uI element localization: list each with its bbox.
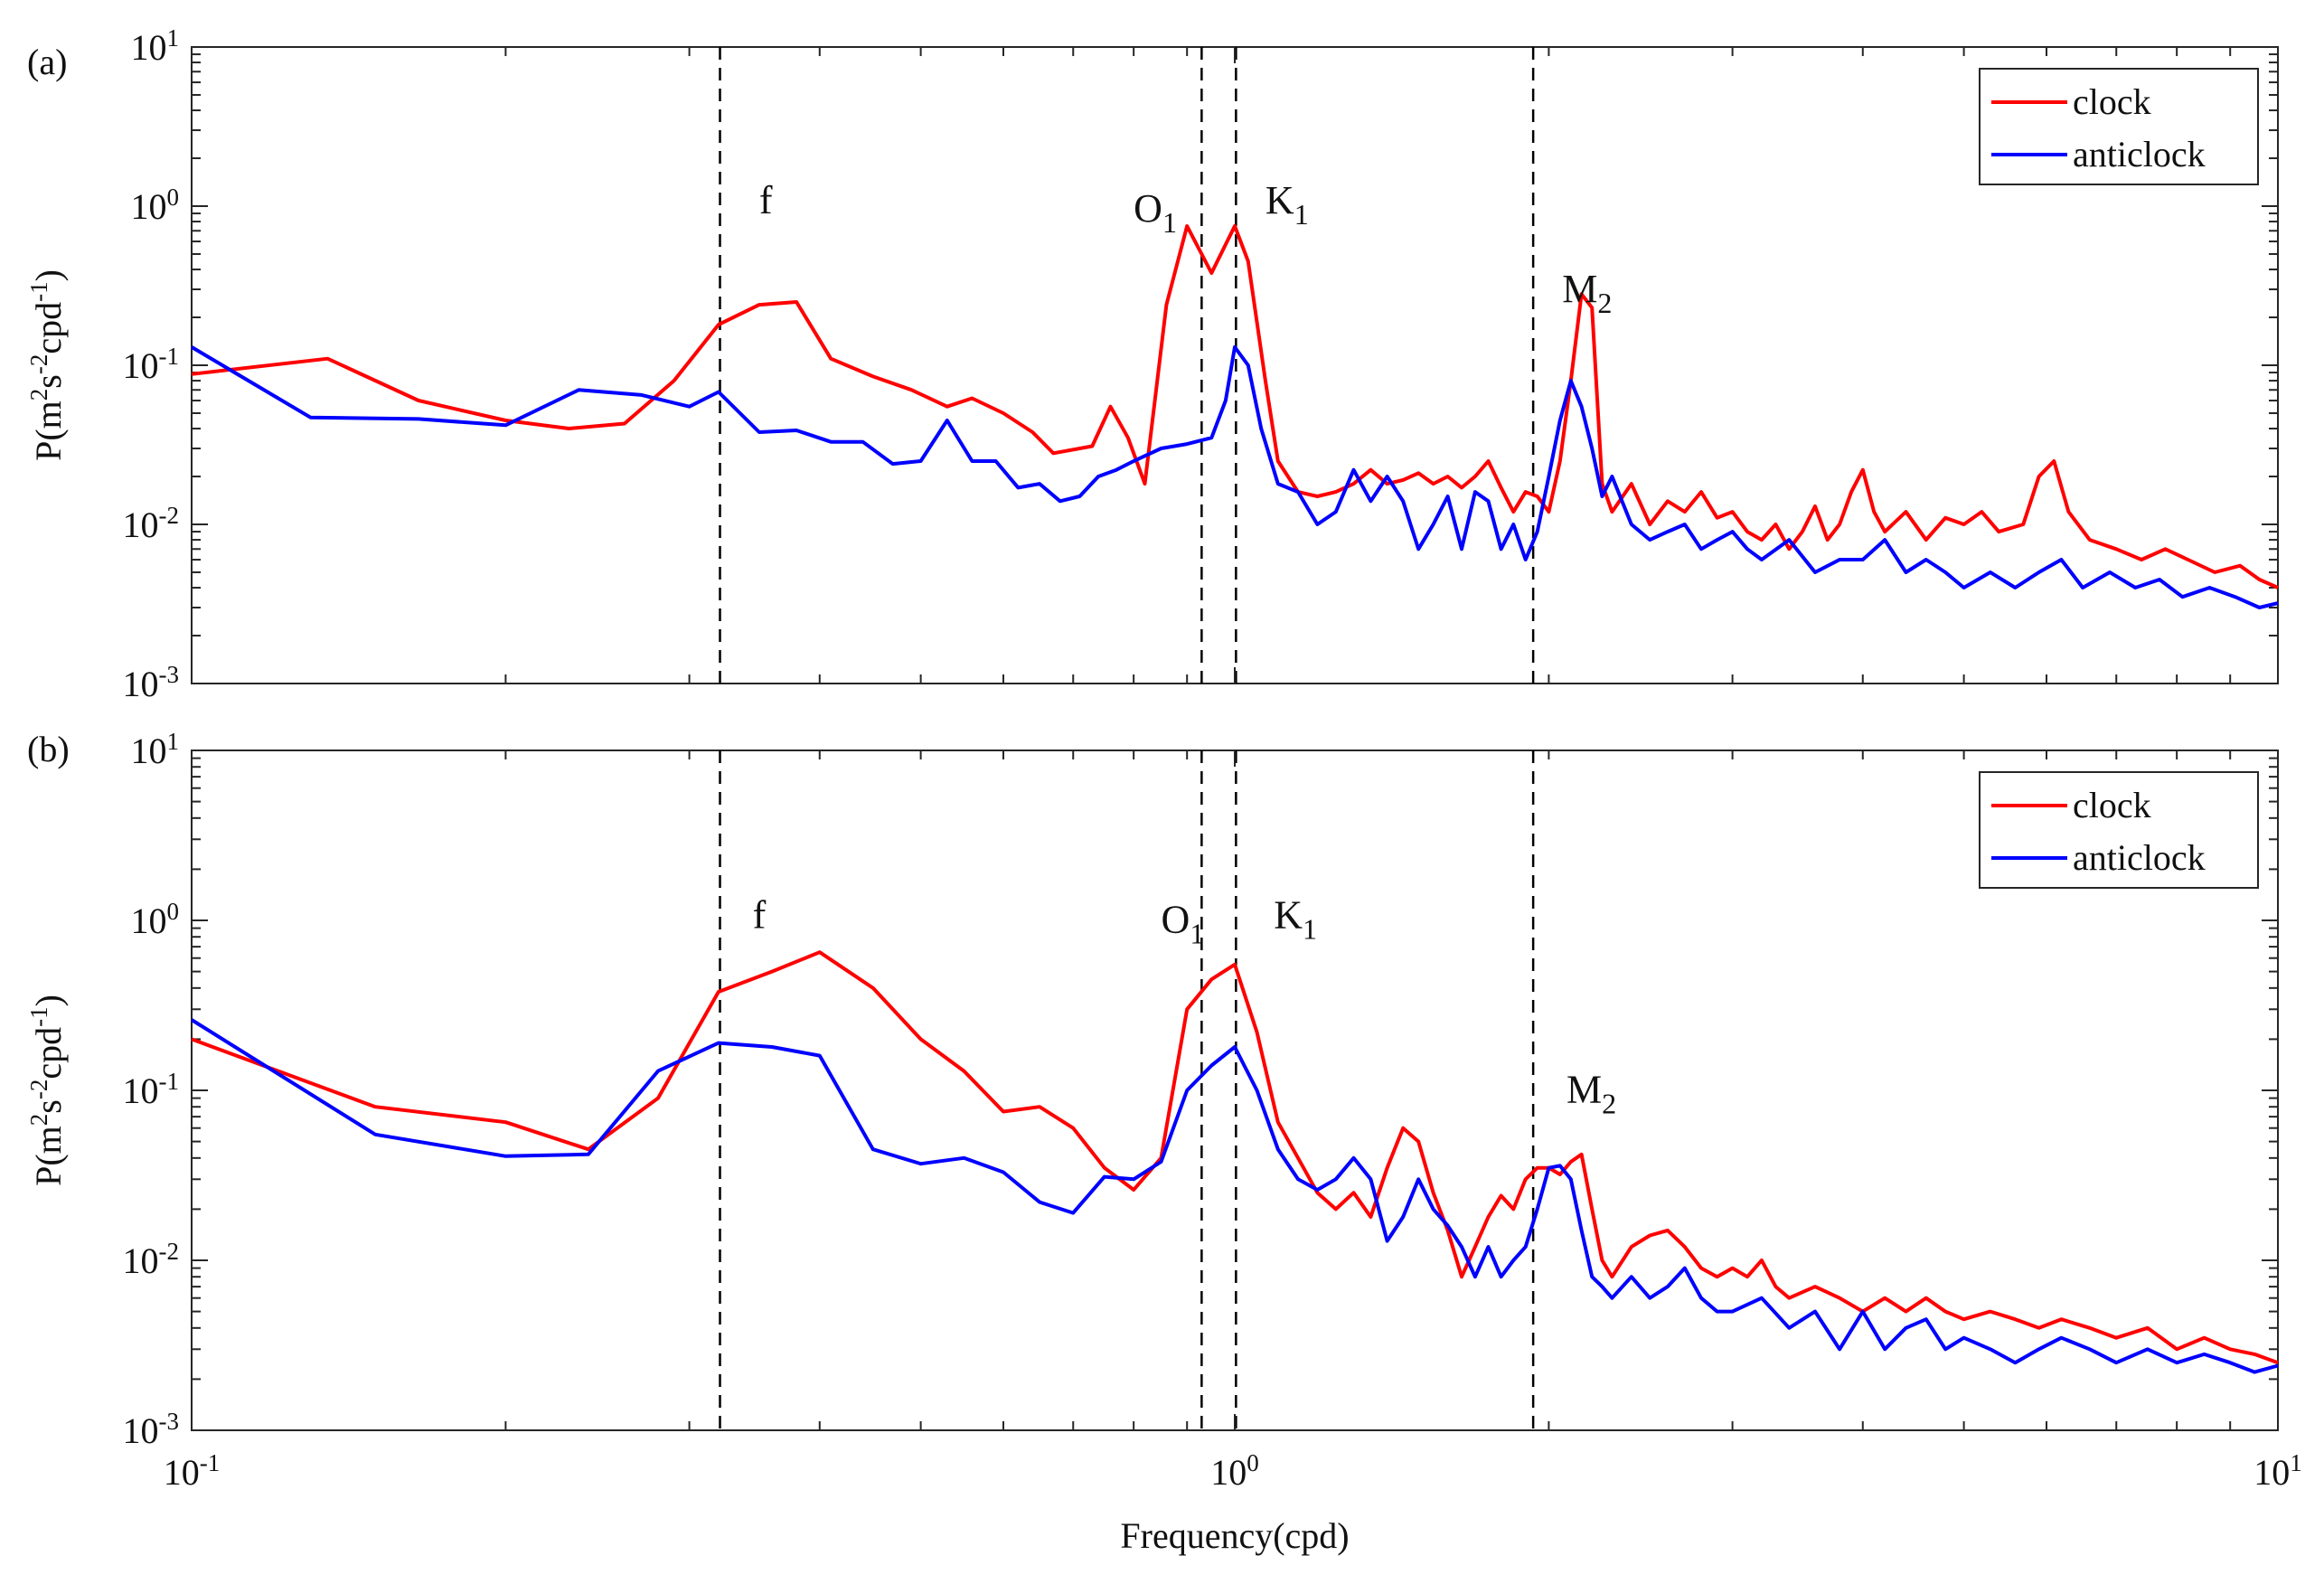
panel-b-legend: clock anticlock xyxy=(1979,771,2259,889)
panel-a-ytick-label: 101 xyxy=(131,24,180,68)
series-anticlock-line xyxy=(190,1018,2279,1374)
panel-b-y-axis-label: P(m2s-2cpd-1) xyxy=(25,995,69,1186)
panel-a-annotation-k1: K1 xyxy=(1265,178,1309,231)
panel-b-label: (b) xyxy=(27,729,70,769)
panel-a-y-axis-label: P(m2s-2cpd-1) xyxy=(25,269,69,461)
panel-a-legend-clock-label: clock xyxy=(2073,81,2151,122)
panel-a-legend-box xyxy=(1979,68,2259,185)
panel-a-legend-anticlock-label: anticlock xyxy=(2073,134,2206,174)
panel-b-axes-box xyxy=(191,750,2279,1431)
panel-b-legend-clock-label: clock xyxy=(2073,785,2151,825)
panel-a-ytick-label: 10-2 xyxy=(123,502,180,545)
panel-b-legend-anticlock-label: anticlock xyxy=(2073,837,2206,878)
panel-a-ticks xyxy=(191,47,2278,684)
panel-a-annotation-f: f xyxy=(759,178,773,222)
panel-a-ytick-label: 100 xyxy=(131,184,180,227)
panel-a-ytick-label: 10-1 xyxy=(123,343,180,386)
panel-b-ytick-label: 10-2 xyxy=(123,1238,180,1281)
panel-b-ticks xyxy=(191,750,2278,1431)
panel-b-y-tick-labels: 101 100 10-1 10-2 10-3 xyxy=(123,728,180,1451)
series-clock-line xyxy=(191,224,2279,589)
panel-b-legend-box xyxy=(1979,771,2259,889)
xtick-label: 100 xyxy=(1210,1449,1259,1493)
panel-b: (b) P(m2s-2cpd-1) 101 100 10-1 10-2 10-3… xyxy=(25,728,2279,1451)
panel-b-annotation-m2: M2 xyxy=(1567,1067,1616,1119)
xtick-label: 10-1 xyxy=(164,1449,221,1493)
panel-a-series xyxy=(190,224,2279,609)
panel-a-legend: clock anticlock xyxy=(1979,68,2259,185)
panel-b-annotations: f O1 K1 M2 xyxy=(753,893,1617,1120)
panel-b-ytick-label: 101 xyxy=(131,728,180,771)
panel-b-series xyxy=(190,950,2279,1374)
series-clock-line xyxy=(191,950,2279,1365)
xtick-label: 101 xyxy=(2253,1449,2302,1493)
panel-a-annotation-o1: O1 xyxy=(1134,186,1177,239)
panel-a-annotation-m2: M2 xyxy=(1562,267,1612,319)
panel-b-annotation-k1: K1 xyxy=(1274,893,1317,946)
panel-a-annotations: f O1 K1 M2 xyxy=(759,178,1612,319)
panel-a-reference-lines xyxy=(719,47,1535,684)
panel-a: (a) P(m2s-2cpd-1) 101 100 10-1 10-2 10-3… xyxy=(25,24,2279,704)
panel-a-axes-box xyxy=(191,46,2279,684)
panel-b-annotation-f: f xyxy=(753,893,767,938)
panel-b-annotation-o1: O1 xyxy=(1162,897,1205,949)
series-anticlock-line xyxy=(190,344,2279,609)
panel-a-ytick-label: 10-3 xyxy=(123,661,180,704)
panel-a-y-tick-labels: 101 100 10-1 10-2 10-3 xyxy=(123,24,180,704)
panel-b-reference-lines xyxy=(719,750,1535,1430)
x-axis-label: Frequency(cpd) xyxy=(1120,1515,1349,1556)
panel-b-ytick-label: 100 xyxy=(131,898,180,941)
panel-a-label: (a) xyxy=(27,42,67,82)
panel-b-ytick-label: 10-3 xyxy=(123,1408,180,1451)
x-tick-labels: 10-1 100 101 xyxy=(164,1449,2302,1493)
panel-b-ytick-label: 10-1 xyxy=(123,1068,180,1111)
